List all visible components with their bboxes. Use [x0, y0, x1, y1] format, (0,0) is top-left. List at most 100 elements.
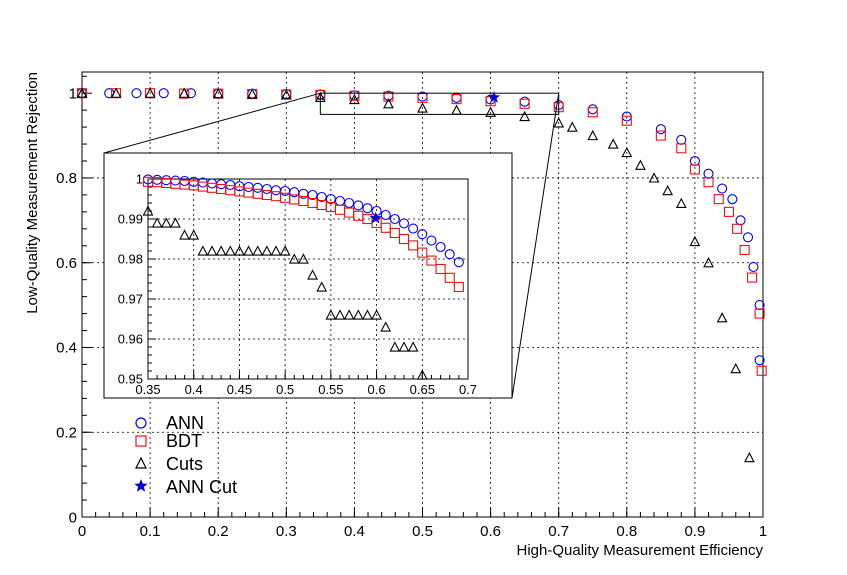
- data-point-ann: [717, 183, 728, 194]
- legend-entry-bdt: BDT: [135, 431, 202, 451]
- data-point-bdt: [739, 244, 750, 256]
- y-tick-label: 0.99: [118, 212, 143, 227]
- data-point-bdt: [408, 240, 419, 251]
- data-point-cuts: [607, 138, 619, 149]
- data-point-bdt: [389, 227, 400, 239]
- data-point-cuts: [252, 245, 264, 256]
- data-point-cuts: [178, 87, 190, 98]
- data-point-cuts: [279, 245, 291, 256]
- data-point-ann: [754, 355, 765, 366]
- data-point-cuts: [648, 172, 660, 183]
- data-point-ann: [380, 209, 391, 221]
- zoom-link-right: [511, 93, 560, 399]
- data-point-ann: [398, 218, 410, 229]
- legend-entry-cuts: Cuts: [135, 454, 203, 474]
- data-point-bdt: [732, 223, 743, 234]
- data-point-cuts: [743, 451, 755, 463]
- data-point-cuts: [197, 245, 209, 256]
- series-bdt: [142, 176, 464, 293]
- data-point-ann: [676, 134, 687, 145]
- data-point-cuts: [288, 253, 300, 264]
- data-point-cuts: [298, 253, 309, 264]
- data-point-ann: [444, 249, 455, 260]
- data-point-ann: [703, 168, 714, 179]
- data-point-cuts: [416, 369, 428, 380]
- data-point-ann: [131, 88, 142, 99]
- y-axis-title: Low-Quality Measurement Rejection: [24, 72, 41, 314]
- data-point-cuts: [170, 217, 181, 228]
- data-point-cuts: [417, 102, 428, 113]
- series-ann-cut: [369, 211, 382, 224]
- data-point-cuts: [362, 309, 373, 320]
- x-tick-label: 0.45: [227, 382, 252, 397]
- y-tick-label: 0.97: [118, 292, 143, 307]
- main-marks: [76, 87, 767, 463]
- data-point-cuts: [635, 159, 646, 170]
- data-point-ann: [519, 96, 530, 107]
- y-tick-label: 0: [69, 509, 77, 526]
- data-point-ann: [655, 124, 666, 135]
- data-point-cuts: [689, 235, 701, 247]
- x-axis-title: High-Quality Measurement Efficiency: [517, 542, 764, 559]
- legend-label-bdt: BDT: [166, 431, 202, 451]
- x-tick-label: 0.7: [459, 382, 477, 397]
- x-tick-label: 0.65: [410, 382, 435, 397]
- x-tick-label: 0.35: [135, 382, 160, 397]
- inset-ticks: 0.35 0.4 0.45 0.5 0.55 0.6 0.65 0.7 0.95 0.96 0.97…: [118, 172, 477, 397]
- data-point-cuts: [76, 87, 88, 98]
- data-point-cuts: [407, 341, 419, 352]
- data-point-cuts: [144, 87, 156, 98]
- series-ann-cut: [487, 90, 501, 103]
- data-point-cuts: [261, 245, 273, 256]
- data-point-bdt: [754, 308, 765, 319]
- y-tick-label: 0.96: [118, 332, 143, 347]
- data-point-cuts: [662, 184, 674, 196]
- data-point-bdt: [519, 98, 530, 109]
- data-point-ann: [426, 235, 437, 246]
- data-point-bdt: [621, 115, 632, 126]
- x-tick-label: 0.1: [140, 523, 161, 540]
- inset-plot-frame: [147, 178, 469, 380]
- zoom-region-box: [319, 92, 560, 115]
- data-point-cuts: [206, 245, 218, 256]
- y-tick-label: 0.2: [56, 424, 77, 441]
- y-tick-label: 0.98: [118, 252, 143, 267]
- data-point-bdt: [383, 91, 394, 102]
- data-point-bdt: [398, 233, 410, 245]
- data-point-cuts: [234, 245, 245, 256]
- data-point-bdt: [451, 94, 462, 105]
- data-point-cuts: [383, 98, 394, 109]
- data-point-bdt: [747, 272, 758, 283]
- data-point-bdt: [723, 206, 735, 217]
- y-tick-label: 0.8: [56, 170, 77, 187]
- legend-label-ann: ANN: [166, 413, 204, 433]
- data-point-cuts: [451, 104, 462, 115]
- data-point-ann: [748, 261, 759, 273]
- data-point-ann: [587, 104, 598, 115]
- inset-pad: [103, 152, 513, 399]
- y-tick-label: 0.6: [56, 255, 77, 272]
- data-point-cuts: [110, 87, 122, 98]
- inset-marks: [142, 174, 464, 380]
- data-point-ann: [435, 241, 446, 253]
- data-point-cuts: [566, 121, 578, 132]
- y-tick-label: 0.95: [118, 372, 143, 387]
- data-point-cuts: [215, 245, 227, 256]
- x-tick-label: 0.9: [684, 523, 705, 540]
- series-cuts: [76, 87, 755, 463]
- data-point-bdt: [655, 130, 666, 141]
- data-point-cuts: [716, 312, 728, 323]
- data-point-cuts: [675, 197, 687, 208]
- data-point-cuts: [371, 309, 382, 320]
- x-tick-label: 0.5: [276, 382, 294, 397]
- legend: ANN BDT Cuts ANN Cut: [134, 413, 237, 497]
- data-point-cuts: [246, 88, 258, 99]
- data-point-cuts: [316, 281, 328, 292]
- data-point-cuts: [160, 217, 172, 228]
- x-tick-label: 0.5: [412, 523, 433, 540]
- y-tick-label: 0.4: [56, 340, 77, 357]
- data-point-cuts: [730, 362, 742, 374]
- data-point-bdt: [417, 247, 428, 258]
- data-point-ann: [735, 215, 746, 226]
- data-point-cuts: [519, 110, 531, 122]
